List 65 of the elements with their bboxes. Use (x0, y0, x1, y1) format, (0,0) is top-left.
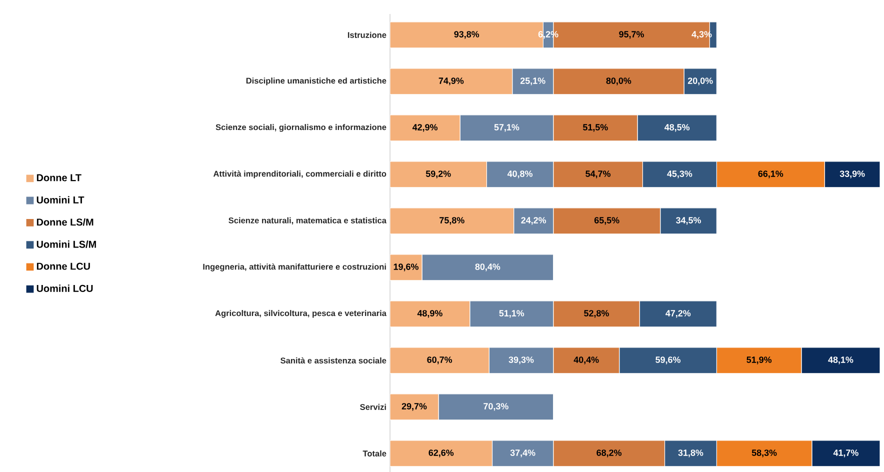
data-label: 58,3% (752, 450, 777, 458)
data-label: 48,9% (417, 310, 442, 318)
data-label: 42,9% (412, 124, 438, 132)
legend-label: Uomini LCU (36, 284, 93, 292)
bar (390, 440, 493, 467)
y-tick-label: Discipline umanistiche ed artistiche (246, 78, 386, 86)
data-label: 80,4% (475, 264, 500, 272)
bar (390, 300, 470, 328)
data-label: 80,0% (606, 78, 632, 86)
bar (390, 114, 460, 142)
data-label: 19,6% (394, 264, 418, 272)
data-label: 47,2% (666, 310, 691, 318)
data-label: 40,4% (574, 356, 599, 364)
data-label: 33,9% (840, 170, 865, 178)
data-label: 74,9% (438, 78, 464, 86)
data-label: 51,9% (746, 356, 772, 364)
data-label: 60,7% (427, 356, 452, 364)
data-label: 29,7% (402, 403, 427, 411)
data-label: 48,1% (828, 356, 854, 364)
data-label: 62,6% (428, 450, 454, 458)
data-label: 75,8% (440, 217, 464, 225)
data-label: 95,7% (619, 31, 644, 39)
data-label: 25,1% (520, 78, 546, 86)
legend-label: Uomini LT (36, 196, 84, 204)
bar (390, 394, 439, 420)
data-label: 6,2% (538, 31, 558, 39)
y-tick-label: Totale (362, 450, 386, 456)
data-label: 51,5% (582, 124, 608, 132)
data-label: 34,5% (676, 217, 701, 225)
data-label: 48,5% (664, 124, 690, 132)
bar (390, 161, 487, 188)
bar (390, 68, 513, 95)
y-tick-label: Sanità e assistenza sociale (280, 357, 386, 364)
data-label: 45,3% (667, 170, 692, 178)
data-label: 51,1% (499, 310, 524, 318)
legend-label: Donne LT (36, 174, 82, 182)
data-label: 93,8% (454, 31, 480, 39)
legend-label: Donne LS/M (36, 218, 94, 226)
y-tick-label: Attività imprenditoriali, commerciali e diritto (213, 170, 386, 178)
legend-label: Donne LCU (36, 262, 90, 270)
data-label: 54,7% (586, 170, 610, 178)
data-label: 40,8% (507, 170, 532, 178)
y-tick-label: Scienze sociali, giornalismo e informazione (216, 124, 386, 132)
y-tick-label: Servizi (360, 404, 386, 410)
y-tick-label: Ingegneria, attività manifatturiere e costruzioni (203, 264, 386, 272)
y-tick-label: Agricoltura, silvicoltura, pesca e veterinaria (215, 310, 387, 318)
data-label: 37,4% (510, 450, 536, 458)
data-label: 20,0% (688, 78, 713, 86)
legend-label: Uomini LS/M (36, 240, 96, 248)
data-label: 57,1% (494, 124, 520, 132)
bar (390, 208, 514, 234)
data-label: 41,7% (833, 450, 858, 458)
data-label: 24,2% (521, 217, 546, 225)
data-label: 59,2% (426, 170, 451, 178)
data-label: 66,1% (758, 170, 784, 178)
data-label: 65,5% (594, 217, 620, 225)
data-label: 52,8% (584, 310, 609, 318)
y-tick-label: Scienze naturali, matematica e statistica (228, 217, 387, 225)
data-label: 70,3% (484, 403, 508, 411)
bar (390, 347, 490, 374)
data-label: 68,2% (596, 450, 622, 458)
data-label: 31,8% (678, 450, 704, 458)
data-label: 39,3% (508, 356, 534, 364)
y-tick-label: Istruzione (348, 32, 386, 38)
data-label: 59,6% (656, 356, 680, 364)
